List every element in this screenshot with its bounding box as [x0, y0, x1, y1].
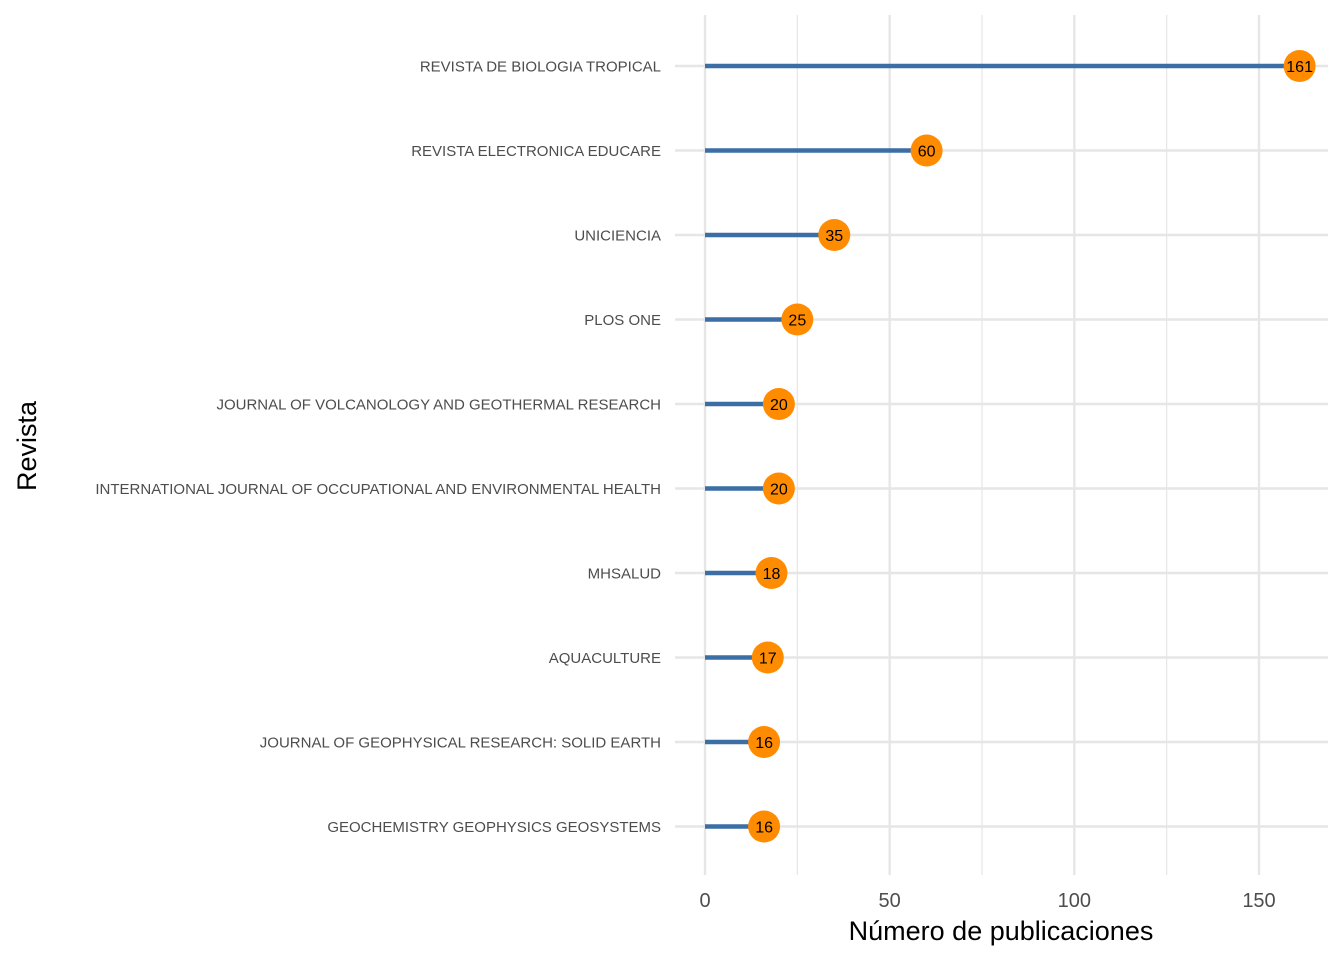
- data-label: 18: [763, 566, 781, 583]
- y-tick-label: REVISTA DE BIOLOGIA TROPICAL: [420, 59, 661, 76]
- data-labels: 161 60 35 25 20 20 18 17 16 16: [755, 59, 1313, 837]
- lollipop-point: [748, 810, 781, 843]
- lollipop-point: [1283, 50, 1316, 82]
- lollipop-point: [781, 303, 814, 336]
- data-label: 20: [770, 482, 788, 499]
- data-label: 60: [918, 144, 936, 161]
- y-tick-label: REVISTA ELECTRONICA EDUCARE: [411, 143, 661, 160]
- points: [748, 50, 1316, 843]
- x-tick-label: 50: [879, 890, 901, 912]
- y-tick-label: PLOS ONE: [584, 312, 661, 329]
- data-label: 35: [825, 228, 843, 245]
- major-grid-y: [675, 64, 1328, 828]
- stems: [705, 63, 1300, 829]
- x-tick-labels: 0 50 100 150: [699, 890, 1275, 912]
- x-tick-label: 0: [699, 890, 710, 912]
- y-tick-labels: REVISTA DE BIOLOGIA TROPICAL REVISTA ELEC…: [95, 59, 661, 837]
- data-label: 16: [755, 735, 773, 752]
- y-tick-label: AQUACULTURE: [549, 650, 661, 667]
- data-label: 16: [755, 820, 773, 837]
- y-tick-label: MHSALUD: [588, 566, 662, 583]
- data-label: 25: [788, 313, 806, 330]
- x-tick-label: 100: [1058, 890, 1091, 912]
- data-label: 161: [1286, 59, 1313, 76]
- x-axis-title: Número de publicaciones: [849, 916, 1154, 946]
- y-tick-label: JOURNAL OF GEOPHYSICAL RESEARCH: SOLID E…: [260, 735, 661, 752]
- y-tick-label: UNICIENCIA: [574, 228, 661, 245]
- x-tick-label: 150: [1242, 890, 1275, 912]
- y-tick-label: JOURNAL OF VOLCANOLOGY AND GEOTHERMAL RE…: [216, 397, 661, 414]
- lollipop-point: [755, 557, 788, 589]
- minor-grid: [796, 15, 1168, 875]
- y-tick-label: INTERNATIONAL JOURNAL OF OCCUPATIONAL AN…: [95, 481, 661, 498]
- y-tick-label: GEOCHEMISTRY GEOPHYSICS GEOSYSTEMS: [327, 819, 661, 836]
- lollipop-point: [818, 219, 851, 251]
- lollipop-point: [762, 472, 795, 505]
- data-label: 20: [770, 397, 788, 414]
- lollipop-point: [910, 134, 943, 167]
- major-grid-x: [703, 15, 1261, 875]
- data-label: 17: [759, 651, 777, 668]
- lollipop-point: [762, 388, 795, 420]
- lollipop-point: [751, 641, 784, 674]
- y-axis-title: Revista: [12, 400, 42, 491]
- lollipop-point: [748, 726, 781, 758]
